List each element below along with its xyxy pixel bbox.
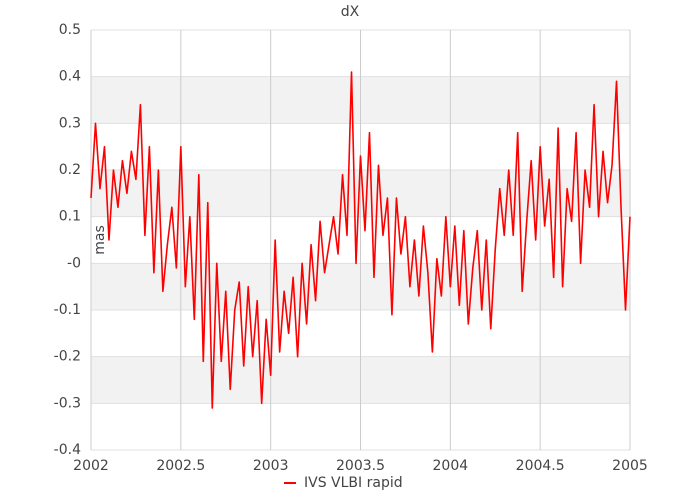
x-tick-label: 2002.5 bbox=[156, 458, 205, 474]
y-tick-label: -0 bbox=[67, 255, 81, 271]
x-tick-label: 2005 bbox=[612, 458, 648, 474]
y-tick-label: 0.5 bbox=[59, 22, 81, 38]
y-tick-label: 0.4 bbox=[59, 69, 81, 85]
y-tick-label: -0.3 bbox=[54, 395, 81, 411]
y-tick-label: 0.1 bbox=[59, 209, 81, 225]
x-tick-label: 2004.5 bbox=[516, 458, 565, 474]
chart-title: dX bbox=[341, 4, 360, 20]
y-tick-label: -0.1 bbox=[54, 302, 81, 318]
x-tick-label: 2002 bbox=[73, 458, 109, 474]
y-axis-label: mas bbox=[92, 225, 108, 255]
y-tick-label: 0.3 bbox=[59, 115, 81, 131]
data-line bbox=[90, 71, 631, 409]
x-tick-label: 2003.5 bbox=[336, 458, 385, 474]
y-tick-label: 0.2 bbox=[59, 162, 81, 178]
y-tick-label: -0.2 bbox=[54, 349, 81, 365]
x-tick-label: 2003 bbox=[253, 458, 289, 474]
y-tick-label: -0.4 bbox=[54, 442, 81, 458]
x-tick-label: 2004 bbox=[433, 458, 469, 474]
legend-label: IVS VLBI rapid bbox=[304, 475, 403, 491]
